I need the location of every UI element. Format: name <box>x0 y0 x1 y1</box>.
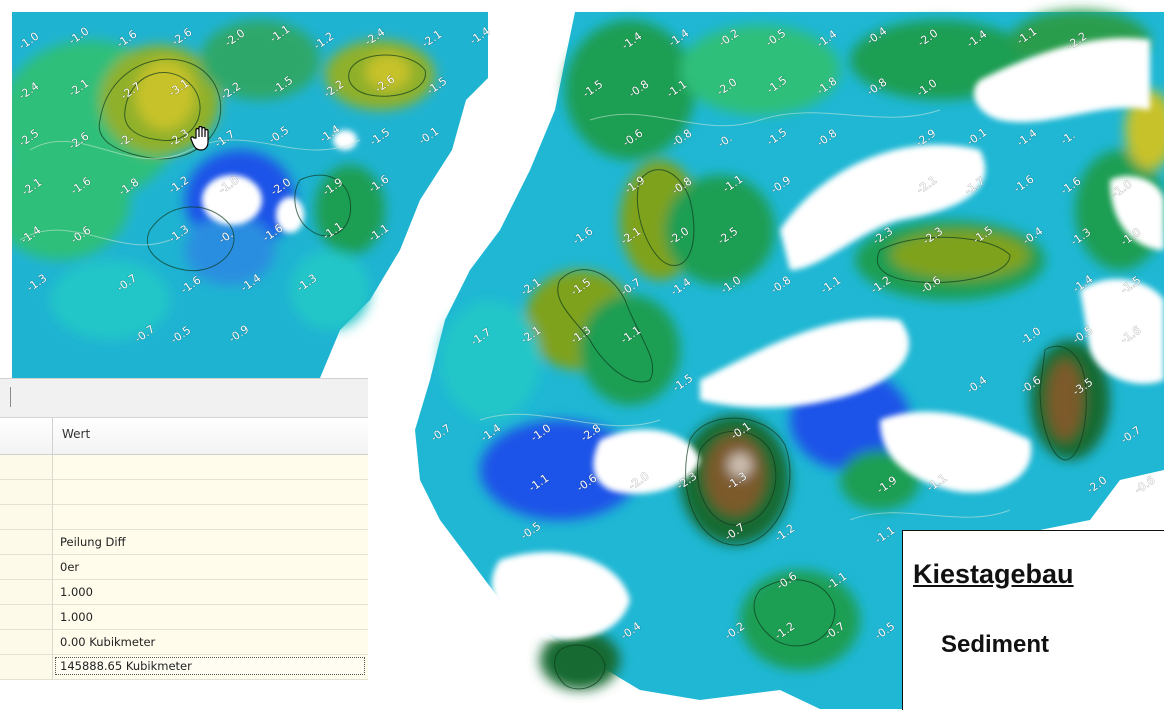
property-row[interactable]: 145888.65 Kubikmeter <box>0 655 368 680</box>
hand-cursor-icon <box>190 126 209 151</box>
title-box: Kiestagebau Sediment <box>902 530 1164 710</box>
property-name-cell <box>0 605 53 629</box>
properties-toolbar <box>0 379 368 418</box>
property-row[interactable]: 1.000 <box>0 605 368 630</box>
property-name-cell <box>0 655 53 679</box>
left-map-contours <box>98 54 426 272</box>
property-value-cell[interactable]: 1.000 <box>60 610 93 624</box>
property-row[interactable]: 0er <box>0 555 368 580</box>
property-name-cell <box>0 555 53 579</box>
property-row[interactable] <box>0 505 368 530</box>
property-value-cell[interactable]: 145888.65 Kubikmeter <box>55 657 365 675</box>
property-value-cell[interactable]: 0er <box>60 560 80 574</box>
property-row[interactable] <box>0 455 368 480</box>
left-map-holes <box>202 130 357 233</box>
property-row[interactable]: 0.00 Kubikmeter <box>0 630 368 655</box>
value-column-header[interactable]: Wert <box>62 427 91 441</box>
property-name-cell <box>0 455 53 479</box>
properties-panel: Wert Peilung Diff 0er 1.000 1.000 0.00 Kubik… <box>0 378 368 710</box>
property-row[interactable]: Peilung Diff <box>0 530 368 555</box>
properties-rows: Peilung Diff 0er 1.000 1.000 0.00 Kubikmeter… <box>0 455 368 680</box>
property-name-cell <box>0 505 53 529</box>
property-row[interactable] <box>0 480 368 505</box>
property-name-cell <box>0 530 53 554</box>
left-map-region <box>12 12 488 378</box>
subtitle-text: Sediment <box>941 631 1050 658</box>
right-map-holes <box>491 38 1164 640</box>
name-column-header[interactable] <box>0 418 53 454</box>
property-value-cell[interactable]: Peilung Diff <box>60 535 126 549</box>
toolbar-separator <box>10 387 11 407</box>
property-name-cell <box>0 580 53 604</box>
right-map-region <box>415 10 1164 709</box>
property-name-cell <box>0 630 53 654</box>
title-text: Kiestagebau <box>913 559 1074 589</box>
contour-label: -0.6 <box>1132 473 1157 496</box>
properties-header: Wert <box>0 418 368 455</box>
property-row[interactable]: 1.000 <box>0 580 368 605</box>
right-map-contours <box>554 169 1087 690</box>
property-value-cell[interactable]: 1.000 <box>60 585 93 599</box>
property-value-cell[interactable]: 0.00 Kubikmeter <box>60 635 156 649</box>
property-name-cell <box>0 480 53 504</box>
